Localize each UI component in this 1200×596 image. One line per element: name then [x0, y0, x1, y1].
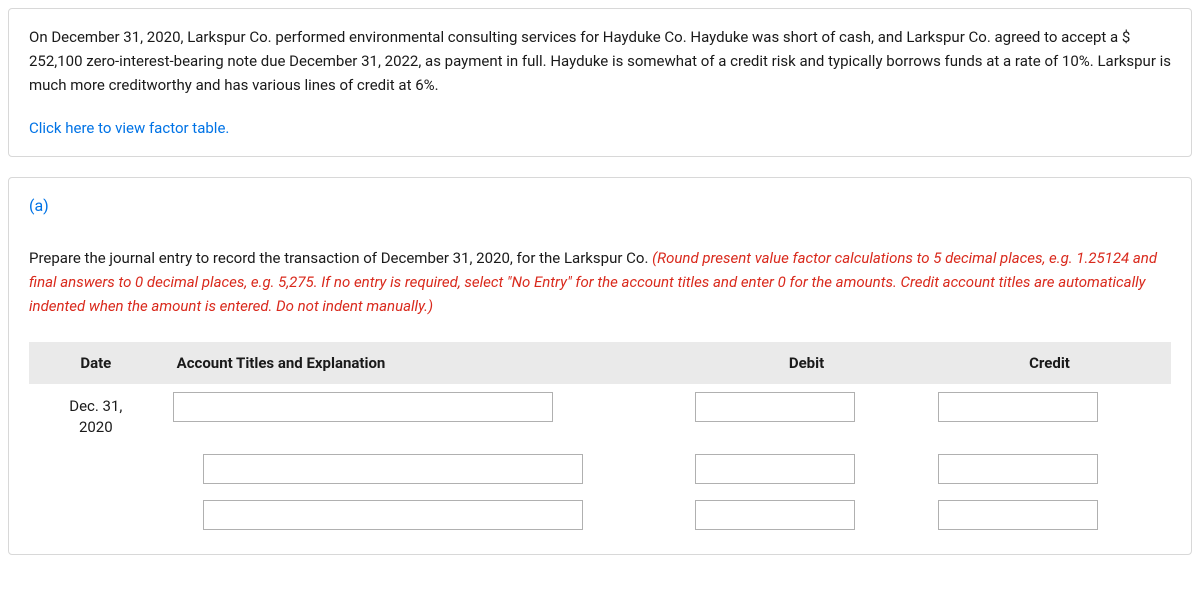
debit-input[interactable]: [695, 392, 855, 422]
date-cell: [29, 446, 163, 492]
header-credit: Credit: [928, 342, 1171, 385]
part-a-panel: (a) Prepare the journal entry to record …: [8, 177, 1192, 556]
date-cell: Dec. 31, 2020: [29, 384, 163, 446]
instruction-plain: Prepare the journal entry to record the …: [29, 249, 652, 267]
part-label: (a): [29, 194, 1171, 218]
problem-statement: On December 31, 2020, Larkspur Co. perfo…: [29, 25, 1171, 97]
debit-cell: [685, 446, 928, 492]
date-line2: 2020: [79, 418, 113, 436]
instruction-text: Prepare the journal entry to record the …: [29, 246, 1171, 318]
debit-input[interactable]: [695, 454, 855, 484]
header-debit: Debit: [685, 342, 928, 385]
account-cell: [163, 384, 685, 446]
date-line1: Dec. 31,: [69, 397, 122, 415]
credit-cell: [928, 492, 1171, 538]
table-row: [29, 492, 1171, 538]
journal-entry-table: Date Account Titles and Explanation Debi…: [29, 342, 1171, 539]
date-cell: [29, 492, 163, 538]
debit-input[interactable]: [695, 500, 855, 530]
credit-input[interactable]: [938, 392, 1098, 422]
credit-cell: [928, 384, 1171, 446]
table-row: Dec. 31, 2020: [29, 384, 1171, 446]
table-row: [29, 446, 1171, 492]
account-input[interactable]: [203, 454, 583, 484]
account-input[interactable]: [173, 392, 553, 422]
account-cell: [163, 492, 685, 538]
credit-input[interactable]: [938, 454, 1098, 484]
account-cell: [163, 446, 685, 492]
header-account: Account Titles and Explanation: [163, 342, 685, 385]
debit-cell: [685, 492, 928, 538]
problem-panel: On December 31, 2020, Larkspur Co. perfo…: [8, 8, 1192, 157]
account-input[interactable]: [203, 500, 583, 530]
debit-cell: [685, 384, 928, 446]
header-date: Date: [29, 342, 163, 385]
credit-input[interactable]: [938, 500, 1098, 530]
table-header-row: Date Account Titles and Explanation Debi…: [29, 342, 1171, 385]
credit-cell: [928, 446, 1171, 492]
factor-table-link[interactable]: Click here to view factor table.: [29, 119, 229, 137]
